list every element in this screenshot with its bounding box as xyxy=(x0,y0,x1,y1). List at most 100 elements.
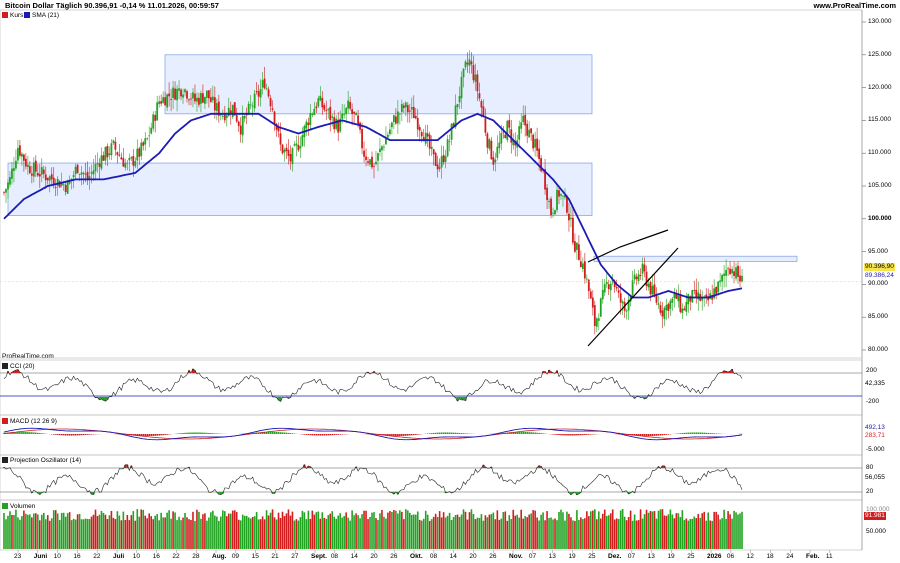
volume-bar xyxy=(90,516,93,549)
candle-body xyxy=(512,139,515,146)
volume-bar xyxy=(502,512,505,549)
candle-body xyxy=(625,310,628,312)
candle-body xyxy=(253,93,256,109)
candle-body xyxy=(74,166,77,175)
candle-body xyxy=(365,156,367,160)
candle-body xyxy=(277,127,280,132)
candle-body xyxy=(349,101,352,109)
candle-body xyxy=(198,97,200,105)
date-tick-label: 16 xyxy=(73,553,81,560)
candle-body xyxy=(496,146,499,158)
candle-body xyxy=(448,141,451,143)
candle-body xyxy=(544,169,546,190)
volume-bar xyxy=(492,512,495,549)
candle-body xyxy=(102,155,105,161)
volume-bar xyxy=(261,516,264,549)
volume-bar xyxy=(68,512,71,549)
candle-body xyxy=(118,154,121,156)
candle-body xyxy=(239,125,242,135)
volume-bar xyxy=(29,514,31,549)
candle-body xyxy=(64,184,67,192)
candle-body xyxy=(243,115,246,119)
volume-bar xyxy=(311,510,314,549)
volume-bar xyxy=(518,517,521,549)
candle-body xyxy=(160,101,163,104)
volume-bar xyxy=(703,511,706,549)
candle-body xyxy=(657,303,660,305)
candle-body xyxy=(631,280,634,296)
volume-bar xyxy=(494,519,497,549)
candle-body xyxy=(687,294,690,305)
date-tick-label: 08 xyxy=(429,553,438,560)
candle-body xyxy=(735,267,737,279)
candle-body xyxy=(60,182,63,186)
candle-body xyxy=(480,101,483,108)
volume-bar xyxy=(594,509,596,549)
volume-bar xyxy=(681,510,684,549)
volume-bar xyxy=(621,509,624,549)
volume-bar xyxy=(498,519,501,549)
site-link[interactable]: www.ProRealTime.com xyxy=(813,1,896,10)
macd-value-bottom: 283,71 xyxy=(865,432,885,439)
date-tick-label: 10 xyxy=(132,553,141,560)
volume-bar xyxy=(391,512,393,549)
volume-bar xyxy=(552,519,554,549)
candle-body xyxy=(418,127,421,131)
volume-bar xyxy=(367,519,369,549)
volume-bar xyxy=(460,514,463,549)
volume-bar xyxy=(271,509,274,549)
date-tick-label: 06 xyxy=(726,553,735,560)
volume-bar xyxy=(218,520,220,549)
candle-body xyxy=(641,263,644,274)
volume-bar xyxy=(353,515,355,549)
vol-tick-50000: 50.000 xyxy=(866,528,886,535)
date-tick-label: Aug. xyxy=(212,553,227,560)
date-tick-label: 14 xyxy=(449,553,457,560)
candle-body xyxy=(357,115,359,125)
volume-bar xyxy=(174,512,176,549)
volume-bar xyxy=(653,511,656,549)
volume-bar xyxy=(309,518,312,549)
candle-body xyxy=(462,68,465,78)
candle-body xyxy=(184,89,186,93)
candle-body xyxy=(490,140,493,160)
volume-bar xyxy=(731,518,733,549)
candle-body xyxy=(677,294,680,302)
volume-bar xyxy=(675,513,678,549)
date-tick-label: 20 xyxy=(370,553,378,560)
candle-body xyxy=(577,244,580,260)
volume-bar xyxy=(299,517,302,549)
volume-bar xyxy=(102,512,105,549)
volume-bar xyxy=(387,512,389,549)
candle-body xyxy=(375,161,377,165)
volume-bar xyxy=(46,515,49,549)
candle-body xyxy=(209,97,212,102)
volume-bar xyxy=(345,512,347,549)
volume-bar xyxy=(510,519,513,549)
candle-body xyxy=(548,200,550,202)
volume-bar xyxy=(389,511,391,549)
candle-body xyxy=(22,154,25,161)
volume-bar xyxy=(275,519,278,549)
price-tick-label: 100.000 xyxy=(868,214,892,222)
candle-body xyxy=(536,138,539,151)
resistance-zone xyxy=(164,54,593,115)
volume-bar xyxy=(341,517,343,549)
volume-bar xyxy=(412,514,415,549)
candle-body xyxy=(231,104,234,117)
volume-bar xyxy=(420,520,423,549)
candle-body xyxy=(235,115,238,122)
candle-body xyxy=(297,144,300,151)
volume-bar xyxy=(605,515,608,549)
volume-bar xyxy=(701,513,704,549)
volume-bar xyxy=(536,517,538,549)
candle-body xyxy=(156,102,159,121)
candle-body xyxy=(693,290,696,291)
volume-bar xyxy=(229,513,232,549)
volume-bar xyxy=(422,518,425,549)
candle-body xyxy=(56,178,59,186)
date-tick-label: 07 xyxy=(627,553,636,560)
volume-bar xyxy=(108,515,111,549)
volume-bar xyxy=(739,513,741,549)
